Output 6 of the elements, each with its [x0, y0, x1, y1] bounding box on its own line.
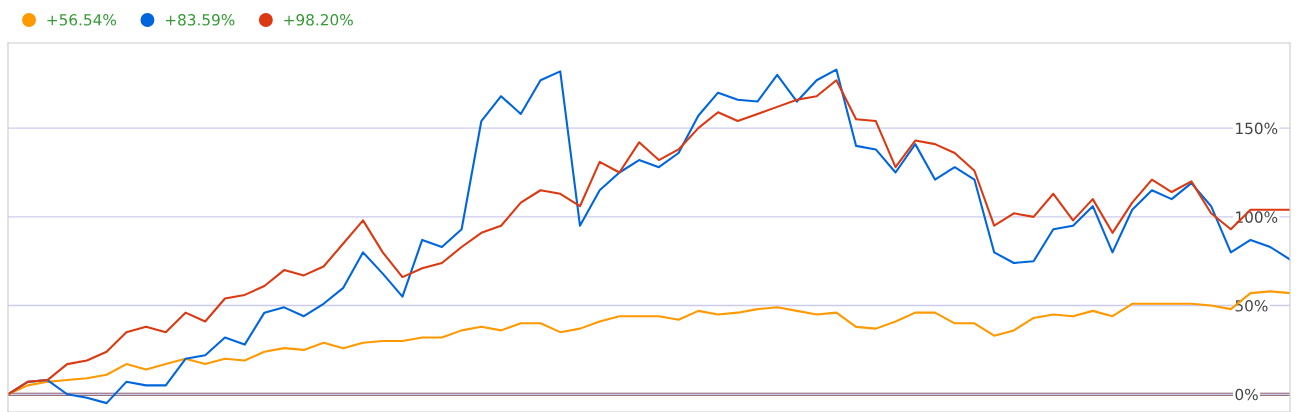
legend-label: +98.20% [284, 14, 353, 26]
y-tick-label: 150% [1236, 122, 1278, 135]
y-tick-label: 50% [1235, 300, 1268, 312]
legend-label: +83.59% [165, 14, 235, 26]
legend-label: +56.54% [47, 14, 117, 26]
y-tick-label: 0% [1235, 388, 1258, 401]
